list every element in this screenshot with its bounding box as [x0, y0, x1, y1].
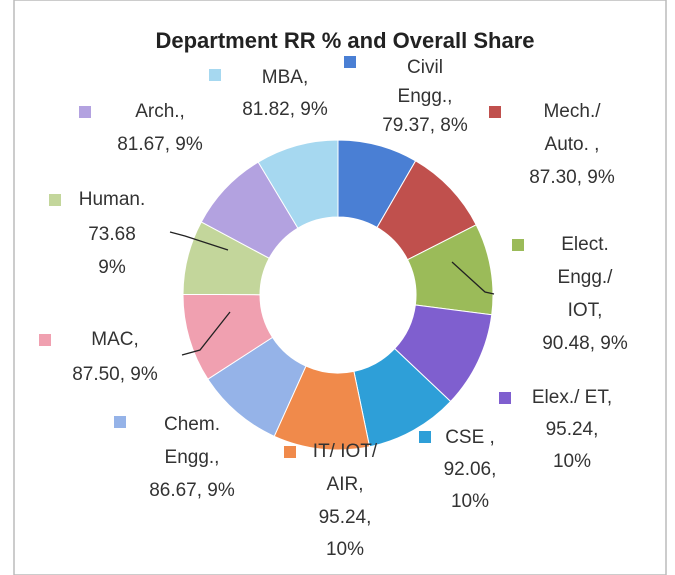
- leader-line: [451, 261, 495, 295]
- data-label: AIR,: [327, 474, 364, 495]
- data-label: MAC,: [91, 329, 139, 350]
- legend-swatch: [344, 56, 356, 68]
- data-label: 10%: [326, 539, 364, 560]
- data-label: Engg.,: [165, 447, 220, 468]
- legend-swatch: [209, 69, 221, 81]
- data-label: Civil: [407, 57, 443, 78]
- donut-slice: [257, 139, 339, 229]
- data-label: 95.24,: [319, 507, 372, 528]
- legend-swatch: [284, 446, 296, 458]
- legend-swatch: [512, 239, 524, 251]
- legend-swatch: [419, 431, 431, 443]
- data-label: 81.67, 9%: [117, 134, 203, 155]
- legend-swatch: [39, 334, 51, 346]
- frame: [13, 0, 667, 575]
- data-label: 9%: [98, 257, 126, 278]
- data-label: Elect.: [561, 234, 609, 255]
- data-label: CSE ,: [445, 427, 495, 448]
- legend-swatch: [489, 106, 501, 118]
- data-label: 81.82, 9%: [242, 99, 328, 120]
- data-label: Engg./: [558, 267, 614, 288]
- data-label: Auto. ,: [545, 134, 600, 155]
- data-label: IT/ IOT/: [313, 441, 378, 462]
- data-label: 87.30, 9%: [529, 167, 615, 188]
- data-label: MBA,: [262, 67, 308, 88]
- data-label: 90.48, 9%: [542, 333, 628, 354]
- chart-title: Department RR % and Overall Share: [155, 28, 534, 53]
- data-label: 73.68: [88, 224, 136, 245]
- legend-swatch: [79, 106, 91, 118]
- leader-line: [181, 311, 231, 356]
- data-label: 10%: [553, 451, 591, 472]
- data-label: 95.24,: [546, 419, 599, 440]
- data-label: 87.50, 9%: [72, 364, 158, 385]
- legend-swatch: [499, 392, 511, 404]
- data-label: Human.: [79, 189, 146, 210]
- legend-swatch: [49, 194, 61, 206]
- data-label: Engg.,: [398, 86, 453, 107]
- data-label: 79.37, 8%: [382, 115, 468, 136]
- leader-line: [169, 231, 229, 251]
- data-label: Arch.,: [135, 101, 185, 122]
- data-label: 10%: [451, 491, 489, 512]
- data-label: IOT,: [568, 300, 603, 321]
- donut: [182, 139, 494, 451]
- data-label: 86.67, 9%: [149, 480, 235, 501]
- leader-lines: [169, 231, 495, 356]
- data-label: Elex./ ET,: [532, 387, 612, 408]
- data-label: Chem.: [164, 414, 220, 435]
- legend-swatch: [114, 416, 126, 428]
- data-label: Mech./: [543, 101, 601, 122]
- data-label: 92.06,: [444, 459, 497, 480]
